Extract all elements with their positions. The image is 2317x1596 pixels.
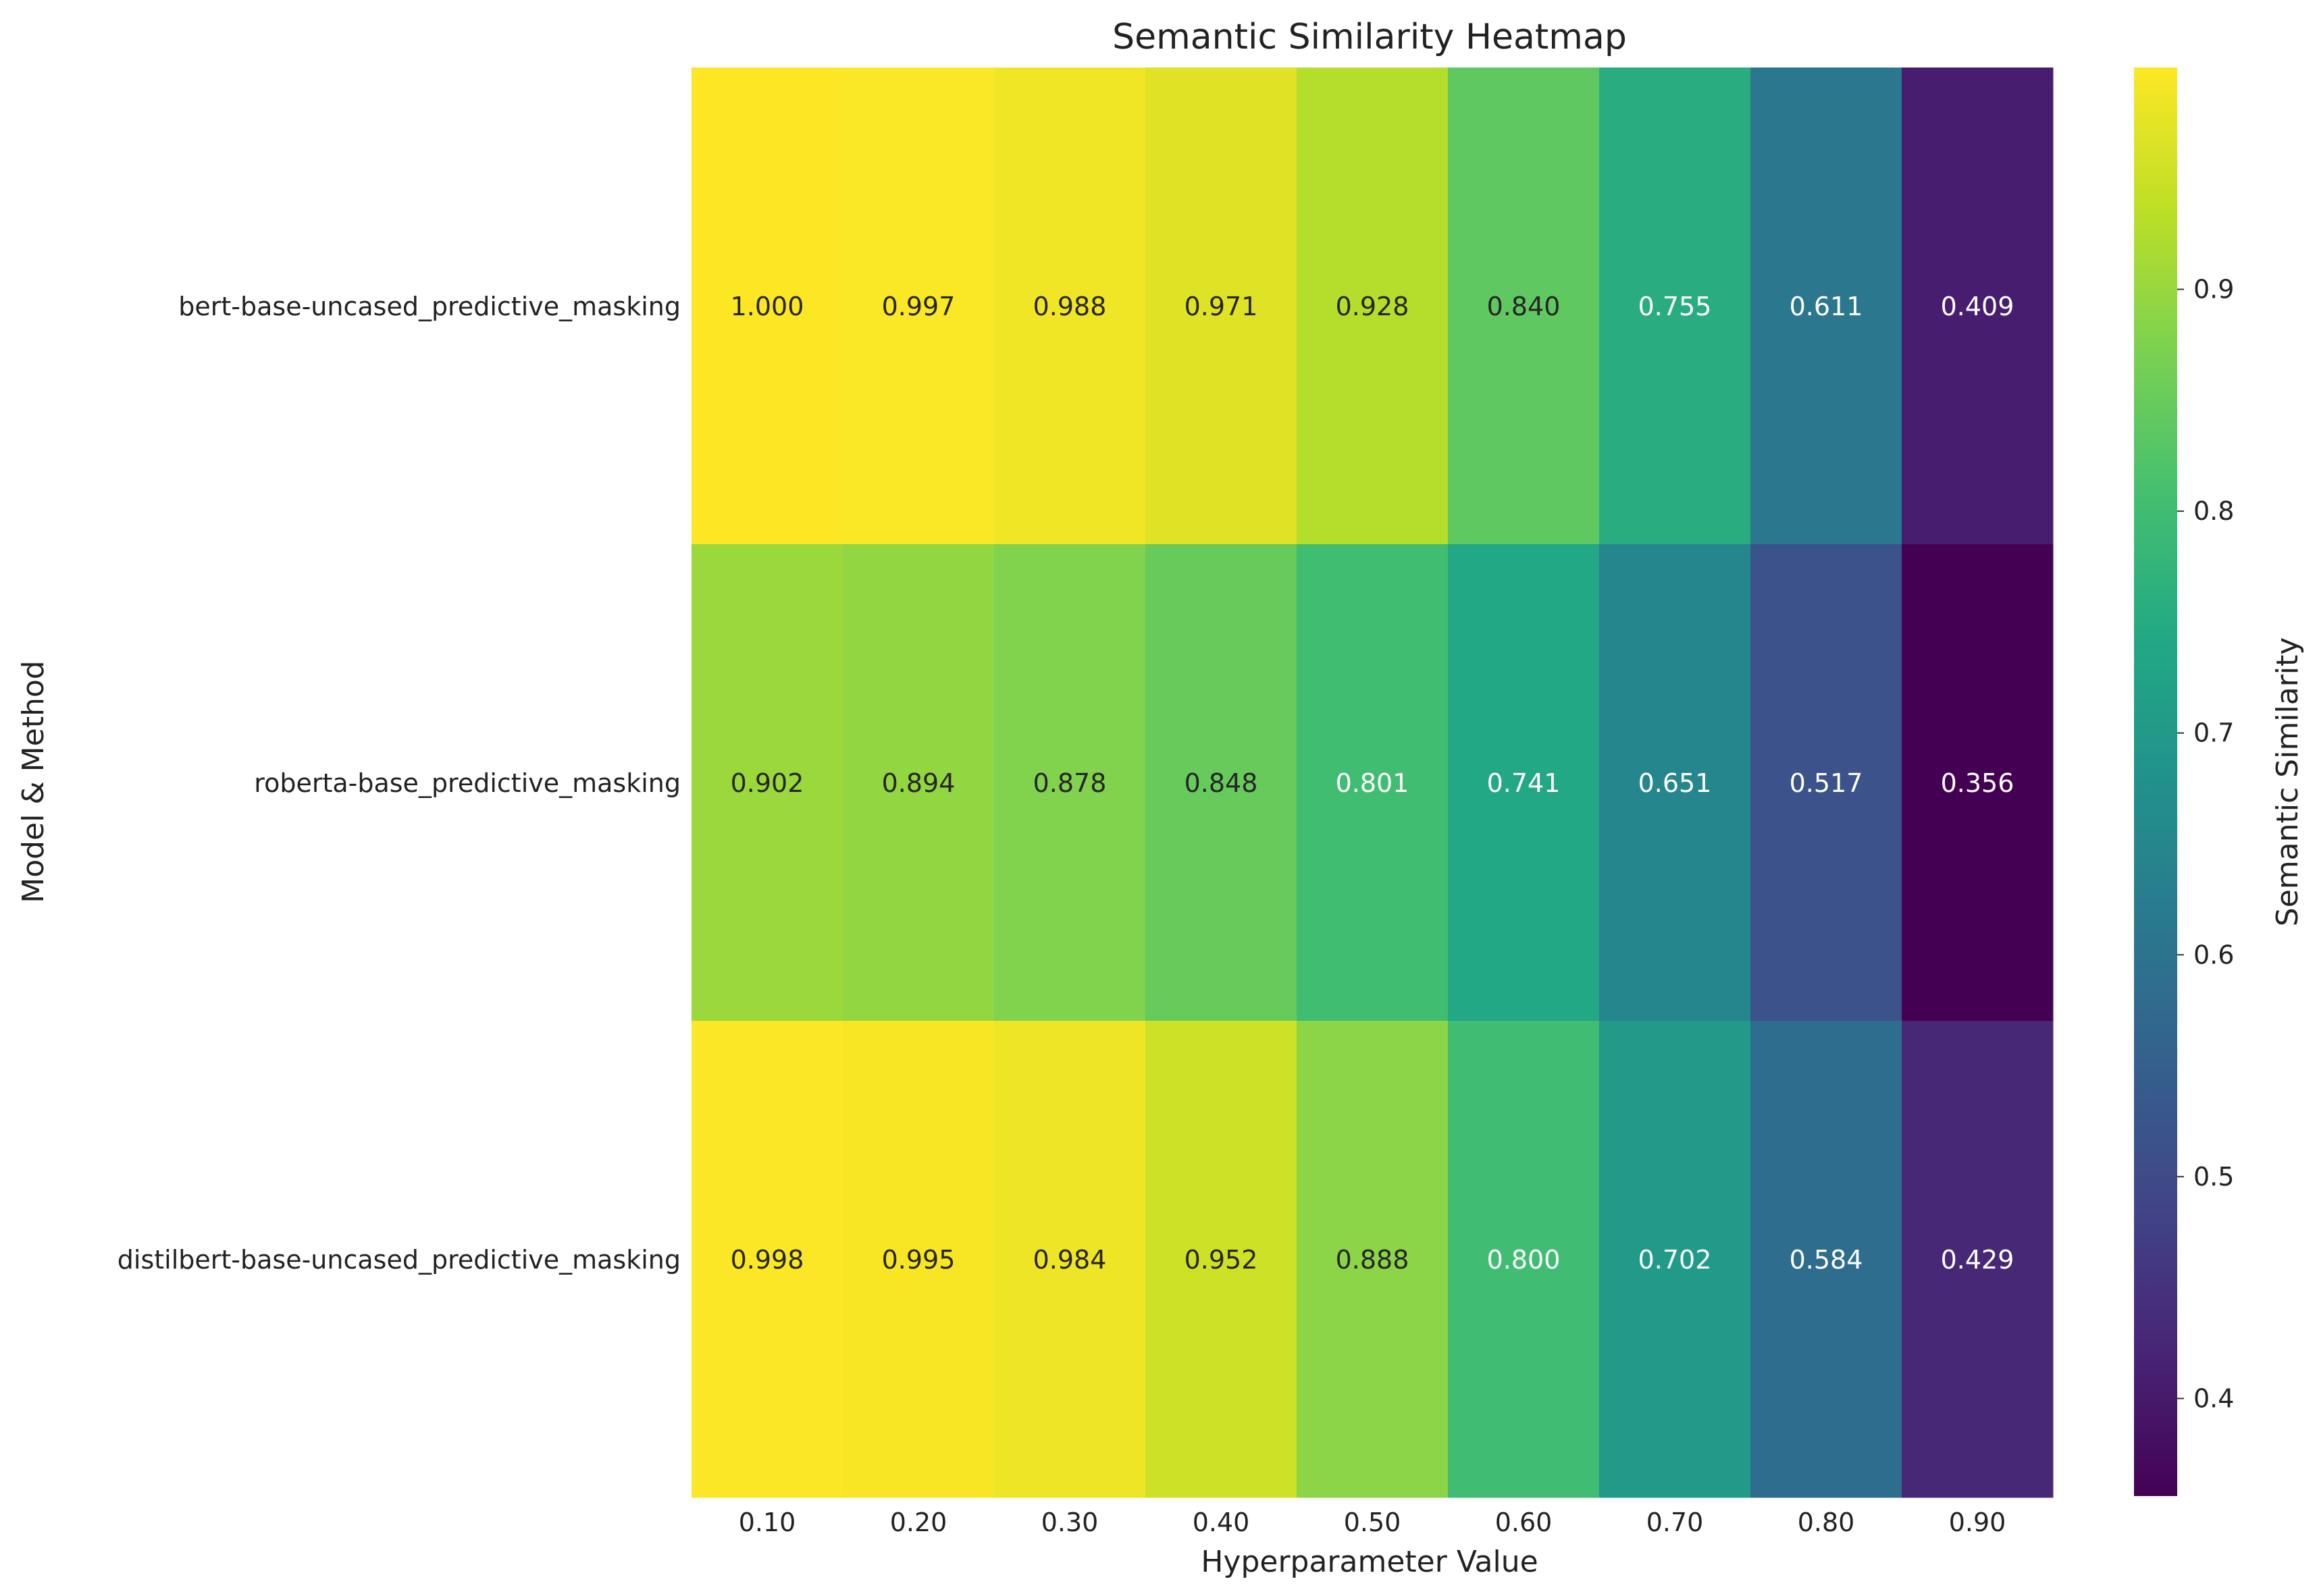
cell-value-label: 0.971 — [1184, 292, 1258, 321]
cell-value-label: 0.984 — [1033, 1245, 1107, 1275]
cell-value-label: 0.888 — [1336, 1245, 1409, 1275]
cell-value-label: 0.800 — [1487, 1245, 1561, 1275]
colorbar-label: Semantic Similarity — [2270, 637, 2305, 926]
colorbar-tick-label: 0.5 — [2193, 1162, 2234, 1192]
cell-value-label: 0.702 — [1638, 1245, 1712, 1275]
cell-value-label: 0.902 — [731, 768, 804, 798]
heatmap-cell — [1750, 1021, 1902, 1498]
heatmap-cell — [994, 1021, 1146, 1498]
x-tick-label: 0.10 — [739, 1508, 796, 1537]
cell-value-label: 0.995 — [882, 1245, 956, 1275]
heatmap-cell — [692, 544, 843, 1021]
cell-value-label: 0.878 — [1033, 768, 1107, 798]
y-tick-label: bert-base-uncased_predictive_masking — [178, 292, 681, 321]
y-axis-label: Model & Method — [16, 660, 51, 903]
heatmap-cell — [1297, 1021, 1449, 1498]
cell-value-label: 0.409 — [1941, 292, 2014, 321]
colorbar — [2134, 68, 2177, 1496]
cell-value-label: 0.517 — [1790, 768, 1863, 798]
y-tick-labels: bert-base-uncased_predictive_maskingrobe… — [118, 292, 681, 1275]
heatmap-cell — [1599, 1021, 1751, 1498]
heatmap-cell — [1599, 544, 1751, 1021]
cell-value-label: 0.997 — [882, 292, 956, 321]
heatmap-cell — [1297, 544, 1449, 1021]
heatmap-cell — [994, 68, 1146, 545]
heatmap-cell — [1750, 544, 1902, 1021]
colorbar-tick-label: 0.8 — [2193, 496, 2234, 526]
heatmap-cell — [1297, 68, 1449, 545]
cell-value-label: 0.840 — [1487, 292, 1561, 321]
heatmap-cell — [1750, 68, 1902, 545]
x-tick-label: 0.60 — [1495, 1508, 1553, 1537]
cell-value-label: 0.755 — [1638, 292, 1712, 321]
cell-value-label: 0.741 — [1487, 768, 1561, 798]
y-tick-label: roberta-base_predictive_masking — [254, 768, 681, 798]
heatmap-cell — [1448, 68, 1600, 545]
cell-value-label: 0.894 — [882, 768, 956, 798]
heatmap-cell — [1902, 68, 2054, 545]
cell-value-label: 0.356 — [1941, 768, 2014, 798]
cell-value-label: 1.000 — [731, 292, 804, 321]
cell-value-label: 0.651 — [1638, 768, 1712, 798]
cell-value-label: 0.988 — [1033, 292, 1107, 321]
x-tick-label: 0.50 — [1344, 1508, 1401, 1537]
cell-value-label: 0.429 — [1941, 1245, 2014, 1275]
heatmap-cell — [692, 68, 843, 545]
colorbar-tick-label: 0.7 — [2193, 718, 2234, 748]
x-tick-label: 0.30 — [1041, 1508, 1099, 1537]
cell-value-label: 0.801 — [1336, 768, 1409, 798]
heatmap-cell — [1902, 544, 2054, 1021]
x-tick-label: 0.80 — [1798, 1508, 1855, 1537]
colorbar-ticks: 0.4 0.5 0.6 0.7 0.8 0.9 — [2177, 275, 2234, 1413]
x-tick-label: 0.70 — [1646, 1508, 1704, 1537]
cell-value-label: 0.848 — [1184, 768, 1258, 798]
heatmap-cell — [1599, 68, 1751, 545]
cell-value-label: 0.584 — [1790, 1245, 1863, 1275]
heatmap-cell — [843, 544, 995, 1021]
heatmap-cell — [1448, 544, 1600, 1021]
heatmap-cell — [843, 68, 995, 545]
heatmap-cells: 1.000 0.997 0.988 0.971 0.928 0.840 0.755 0.611… — [692, 68, 2054, 1498]
x-tick-label: 0.40 — [1193, 1508, 1250, 1537]
heatmap-cell — [843, 1021, 995, 1498]
heatmap-cell — [1448, 1021, 1600, 1498]
cell-value-label: 0.952 — [1184, 1245, 1258, 1275]
heatmap-cell — [1145, 544, 1297, 1021]
cell-value-label: 0.998 — [731, 1245, 804, 1275]
colorbar-tick-label: 0.4 — [2193, 1383, 2234, 1413]
colorbar-tick-label: 0.6 — [2193, 940, 2234, 969]
x-tick-labels: 0.10 0.20 0.30 0.40 0.50 0.60 0.70 0.80 0.90 — [739, 1508, 2006, 1537]
heatmap-cell — [994, 544, 1146, 1021]
x-tick-label: 0.90 — [1949, 1508, 2006, 1537]
cell-value-label: 0.611 — [1790, 292, 1863, 321]
chart-title: Semantic Similarity Heatmap — [1112, 17, 1627, 57]
x-tick-label: 0.20 — [890, 1508, 947, 1537]
heatmap-cell — [1902, 1021, 2054, 1498]
heatmap-cell — [692, 1021, 843, 1498]
cell-value-label: 0.928 — [1336, 292, 1409, 321]
heatmap-cell — [1145, 68, 1297, 545]
heatmap-cell — [1145, 1021, 1297, 1498]
colorbar-tick-label: 0.9 — [2193, 275, 2234, 304]
x-axis-label: Hyperparameter Value — [1201, 1545, 1538, 1579]
y-tick-label: distilbert-base-uncased_predictive_maski… — [118, 1245, 681, 1275]
